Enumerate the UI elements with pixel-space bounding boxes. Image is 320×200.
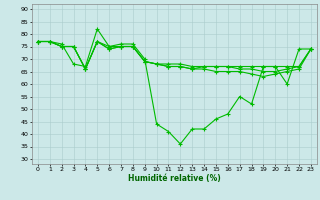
- X-axis label: Humidité relative (%): Humidité relative (%): [128, 174, 221, 183]
